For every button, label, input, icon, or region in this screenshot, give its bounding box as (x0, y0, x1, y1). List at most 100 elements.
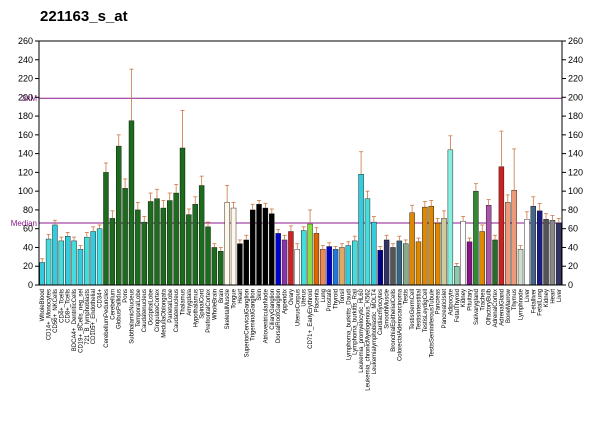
y-tick-label-left: 220 (18, 74, 33, 84)
x-tick-label: WholeBrain (212, 289, 218, 320)
bar (281, 239, 288, 286)
bar (390, 247, 396, 286)
x-tick-label: Thymus (512, 289, 518, 310)
x-tick-label: Kidney (544, 289, 550, 307)
bar (447, 149, 454, 286)
bar (71, 240, 77, 286)
bar (135, 209, 141, 286)
x-tick-label: CerebellumPeduncles (104, 289, 110, 348)
y-tick-label-left: 100 (18, 186, 33, 196)
reference-lines: 3xM Median (11, 94, 562, 228)
x-tick-label: MedullaOblongata (161, 288, 167, 337)
x-tick-label: Prostate (327, 288, 333, 311)
bar (58, 240, 65, 286)
x-tick-label: Thalamus (181, 289, 187, 315)
bar (275, 233, 281, 286)
x-tick-label: SpinalCord (200, 289, 206, 319)
x-tick-label: ParietalLobe (168, 288, 174, 322)
x-tick-label: Ovary (289, 289, 295, 305)
bar (128, 120, 135, 286)
x-tick-label: CD4+_Tcells (59, 289, 65, 323)
bar (109, 218, 116, 286)
x-tick-label: Brain (219, 289, 225, 303)
bar (160, 207, 167, 286)
x-tick-label: UterusCorpus (295, 289, 301, 326)
bar (211, 247, 218, 286)
y-tick-label-right: 80 (568, 205, 578, 215)
x-tick-label: CD71+_EarlyErythroid (308, 289, 314, 349)
bar (269, 213, 275, 286)
bar (332, 249, 339, 286)
x-tick-label: SuperiorCervicalGanglion (244, 289, 250, 357)
bar (179, 147, 186, 286)
bar (530, 205, 536, 286)
x-tick-label: Caudatenucleus (174, 289, 180, 332)
reference-line-label-0: 3xM (22, 94, 37, 103)
x-tick-label: Leukemia_promyelocytic_HL60 (359, 288, 365, 372)
x-tick-label: FetalLung (538, 289, 544, 316)
bar (186, 214, 192, 286)
x-tick-label: Leukemialymphoblastic_MOLT4 (372, 288, 378, 374)
bar (141, 221, 147, 286)
bar (154, 198, 160, 286)
x-tick-label: Amygdala (187, 288, 193, 315)
x-tick-label: Uterus (302, 289, 308, 307)
bar (358, 174, 364, 286)
y-tick-label-right: 160 (568, 130, 583, 140)
bar (301, 230, 307, 286)
x-tick-label: Kidney (461, 289, 467, 307)
x-tick-label: Cardiacmyocytes (378, 289, 384, 335)
bar (473, 190, 479, 286)
x-tick-label: Lung (321, 289, 327, 302)
y-tick-label-right: 100 (568, 186, 583, 196)
bar (307, 223, 313, 286)
bar (383, 239, 390, 286)
y-tick-label-left: 140 (18, 149, 33, 159)
y-tick-label-left: 180 (18, 111, 33, 121)
bar (294, 249, 300, 286)
y-tick-label-left: 160 (18, 130, 33, 140)
chart-title: 221163_s_at (40, 8, 128, 25)
y-tick-label-left: 240 (18, 55, 33, 65)
bar (167, 200, 173, 286)
bar (52, 224, 58, 286)
x-tick-label: WholeBlood (40, 289, 46, 321)
x-tick-label: PrefrontalCortex (206, 289, 212, 333)
x-tick-label: CD8+_Tcells (66, 289, 72, 323)
x-tick-label: Heart (238, 289, 244, 304)
y-tick-label-right: 120 (568, 167, 583, 177)
x-tick-label: BoneMarrow (506, 288, 512, 323)
bar (45, 238, 52, 286)
bar (434, 222, 441, 286)
bar (230, 207, 237, 286)
bar (549, 220, 556, 286)
bar (237, 243, 243, 286)
bar (524, 219, 530, 286)
bar (466, 241, 473, 286)
x-tick-labels: WholeBlood CD14+_Monocytes CD56+_NKCells CD… (40, 288, 563, 390)
x-tick-label: OlfactoryBulb (487, 288, 493, 325)
x-tick-label: TestisGermCell (410, 289, 416, 330)
x-tick-label: AdrenalCortex (493, 289, 499, 327)
bar (498, 166, 505, 286)
bar (39, 262, 45, 286)
x-tick-label: Pancreas (436, 289, 442, 314)
bar (460, 220, 466, 286)
x-tick-label: SkeletalMuscle (225, 288, 231, 329)
y-axis-left: 0 20 40 60 80 100 120 140 160 180 200 220 240 260 (18, 36, 39, 290)
x-tick-label: CD34+ (98, 289, 104, 308)
bar (485, 205, 492, 286)
x-tick-label: Leukemia_chronicMyelogenous_K562 (365, 288, 371, 390)
y-tick-label-left: 200 (18, 92, 33, 102)
x-tick-label: Lymphoma_burkitts_Raji (353, 289, 359, 355)
x-tick-label: Lymphnode (519, 288, 525, 320)
bar (511, 190, 517, 286)
bar (377, 250, 383, 286)
bar (205, 226, 211, 286)
x-tick-label: Caudatenucleus (142, 289, 148, 332)
bar (352, 240, 358, 286)
x-tick-label: Testis (404, 289, 410, 304)
bars (39, 120, 562, 286)
x-tick-label: Liver (557, 289, 563, 302)
